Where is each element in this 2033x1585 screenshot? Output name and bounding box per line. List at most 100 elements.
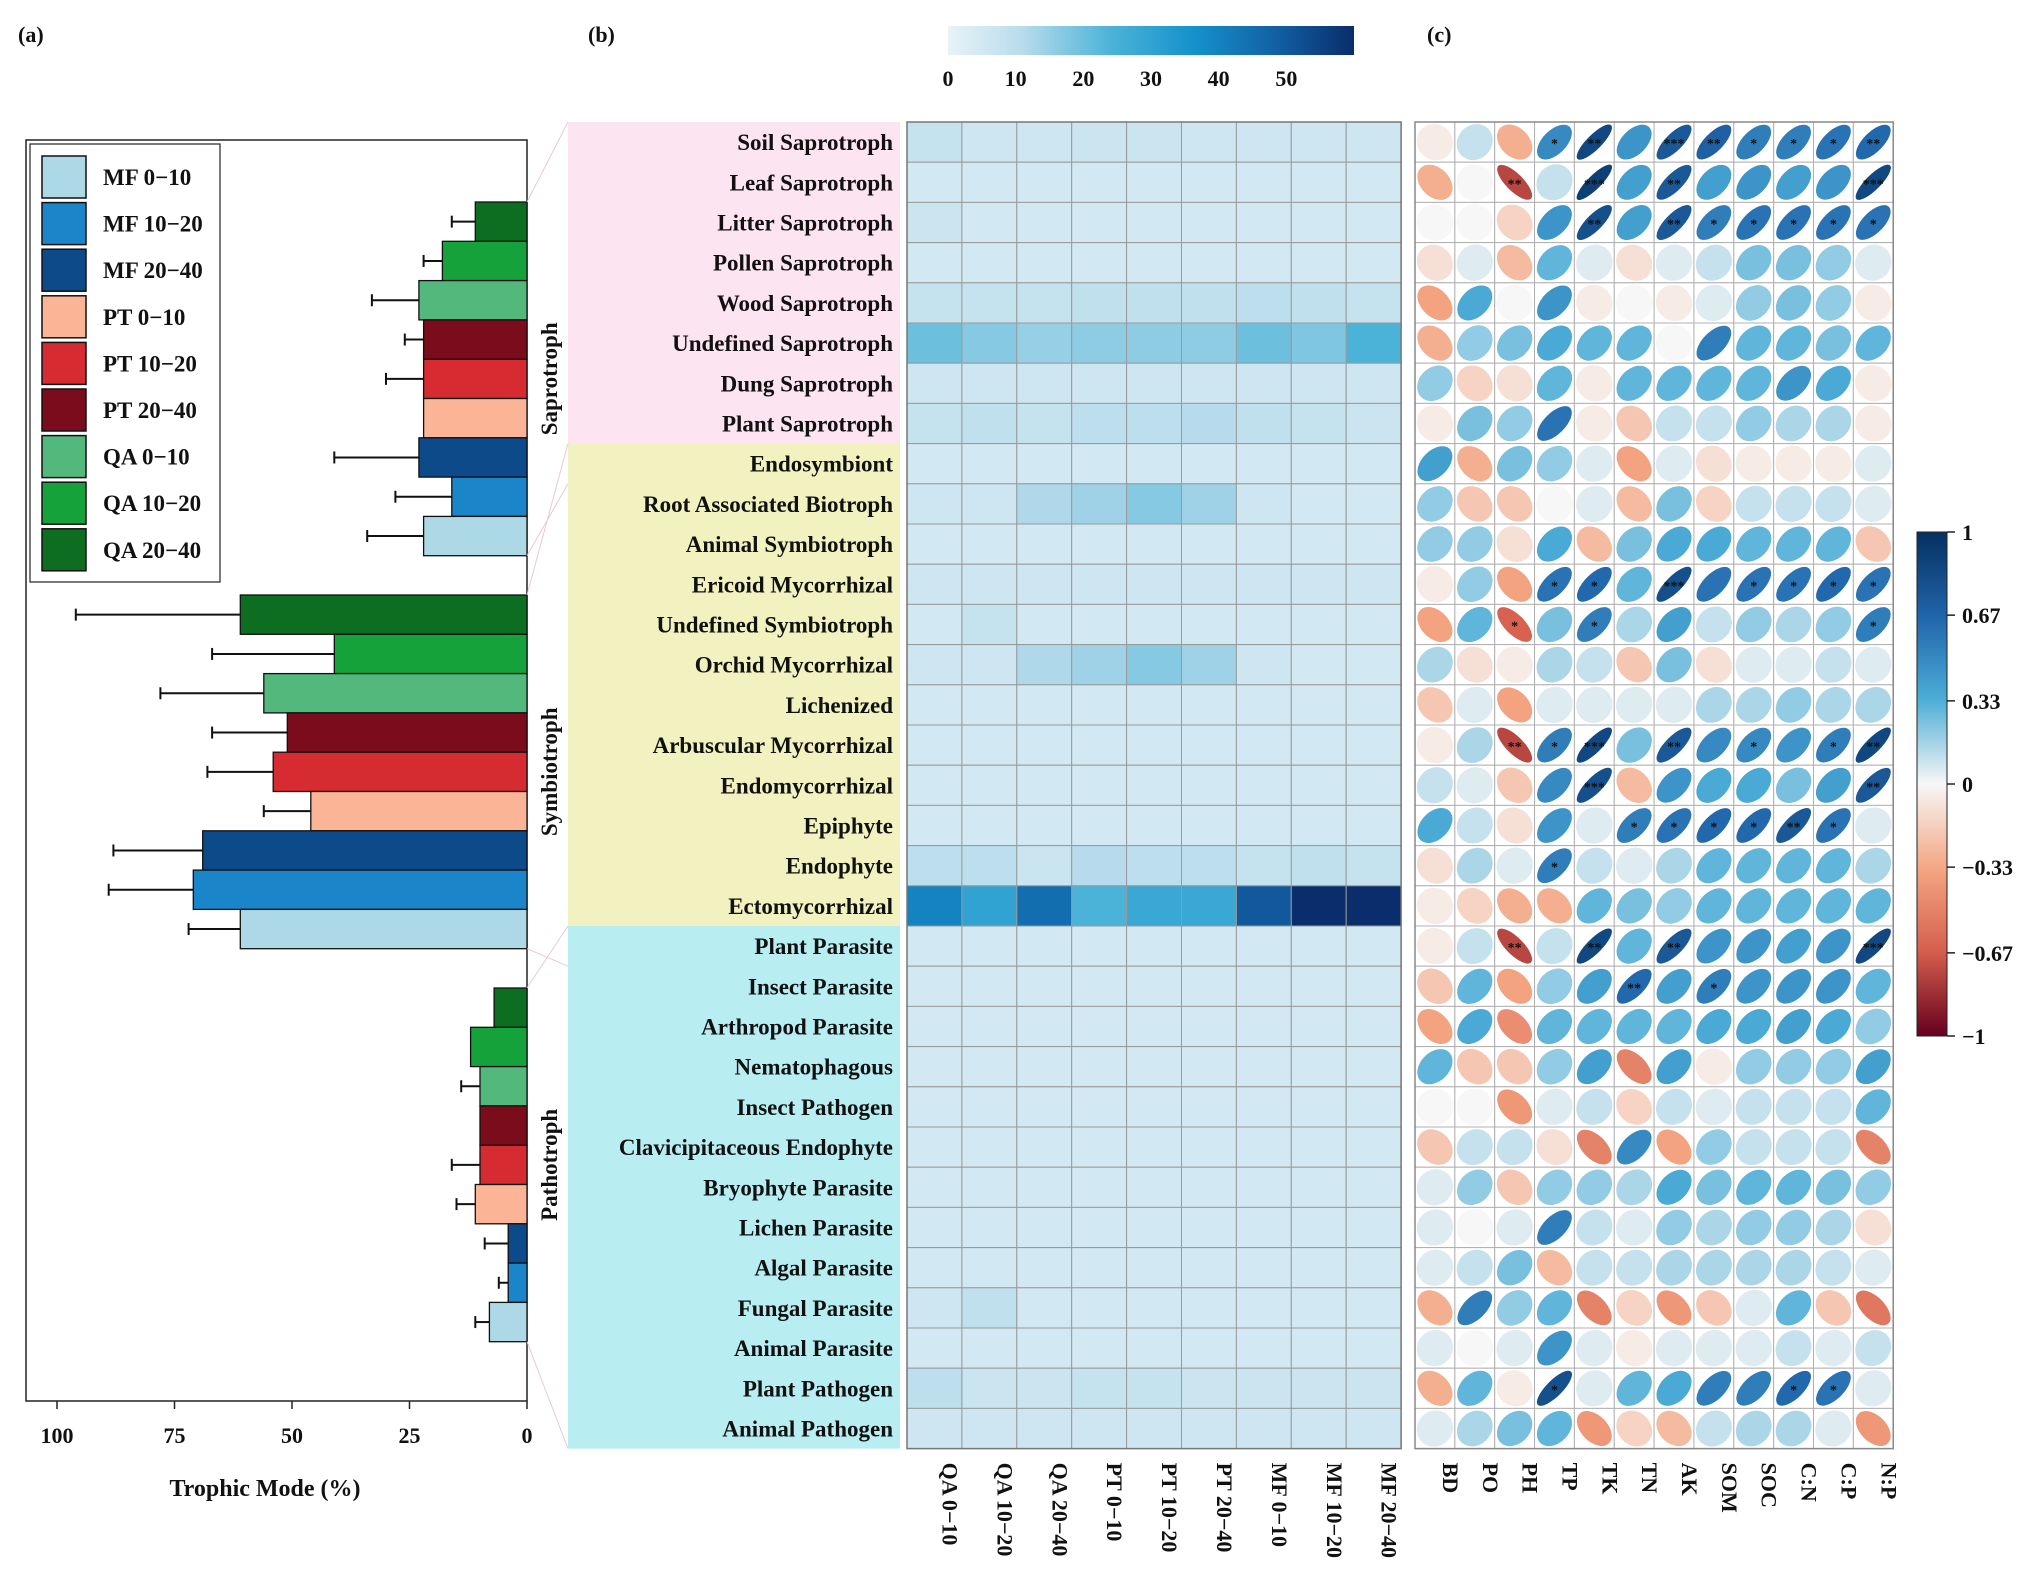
correlation-ellipse bbox=[1536, 485, 1573, 523]
correlation-ellipse bbox=[1537, 124, 1572, 160]
heatmap-cell bbox=[1181, 1407, 1237, 1450]
correlation-ellipse bbox=[1576, 686, 1613, 724]
bar bbox=[422, 319, 528, 360]
column-label: TN bbox=[1637, 1463, 1662, 1494]
correlation-ellipse bbox=[1496, 1370, 1533, 1407]
correlation-ellipse bbox=[1576, 1249, 1613, 1286]
heatmap-cell bbox=[1016, 121, 1073, 163]
heatmap-cell bbox=[1345, 724, 1402, 766]
significance-mark: * bbox=[1591, 579, 1598, 594]
heatmap-cell bbox=[961, 1287, 1018, 1329]
heatmap-cell bbox=[1290, 1046, 1347, 1088]
heatmap-cell bbox=[1016, 965, 1073, 1007]
heatmap-cell bbox=[906, 603, 963, 646]
correlation-ellipse bbox=[1855, 607, 1891, 642]
heatmap-cell bbox=[1071, 644, 1128, 686]
correlation-ellipse bbox=[1536, 164, 1573, 201]
bar bbox=[488, 1301, 528, 1343]
correlation-ellipse bbox=[1696, 1370, 1732, 1406]
correlation-ellipse bbox=[1536, 1129, 1573, 1166]
correlation-ellipse bbox=[1655, 405, 1693, 442]
correlation-ellipse bbox=[1815, 1129, 1852, 1166]
heatmap-cell bbox=[1126, 1046, 1182, 1088]
significance-mark: * bbox=[1790, 1383, 1797, 1398]
heatmap-cell bbox=[1071, 804, 1128, 847]
heatmap-cell bbox=[1345, 161, 1402, 203]
correlation-ellipse bbox=[1576, 445, 1613, 482]
panel-c-colorbar: 1 0.67 0.33 0 −0.33 −0.67 −1 bbox=[1916, 520, 2013, 1049]
correlation-ellipse bbox=[1656, 205, 1692, 240]
heatmap-cell bbox=[1016, 443, 1073, 485]
correlation-ellipse bbox=[1616, 1088, 1653, 1125]
heatmap-cell bbox=[1345, 1046, 1402, 1088]
correlation-ellipse bbox=[1416, 1249, 1454, 1286]
bar bbox=[507, 1223, 528, 1264]
heatmap-cell bbox=[1181, 1247, 1237, 1289]
row-label: Leaf Saprotroph bbox=[730, 170, 894, 195]
heatmap-cell bbox=[1181, 885, 1237, 927]
correlation-ellipse bbox=[1456, 1410, 1493, 1447]
heatmap-cell bbox=[1290, 201, 1347, 244]
correlation-ellipse bbox=[1496, 486, 1533, 522]
heatmap-cell bbox=[906, 322, 963, 364]
correlation-ellipse bbox=[1417, 968, 1453, 1005]
heatmap-cell bbox=[906, 563, 963, 605]
heatmap-cell bbox=[906, 1005, 963, 1048]
correlation-ellipse bbox=[1496, 204, 1533, 241]
heatmap-cell bbox=[1126, 1327, 1182, 1369]
correlation-ellipse bbox=[1775, 687, 1812, 723]
heatmap-cell bbox=[1235, 965, 1292, 1007]
column-label: PH bbox=[1518, 1463, 1543, 1494]
heatmap-cell bbox=[961, 161, 1018, 203]
correlation-ellipse bbox=[1815, 285, 1852, 321]
correlation-ellipse bbox=[1497, 566, 1533, 602]
heatmap-cell bbox=[961, 121, 1018, 163]
row-label: Dung Saprotroph bbox=[721, 371, 894, 396]
correlation-ellipse bbox=[1775, 1048, 1812, 1085]
heatmap-cell bbox=[961, 1005, 1018, 1048]
significance-mark: * bbox=[1870, 620, 1877, 635]
row-label: Pollen Saprotroph bbox=[713, 251, 893, 276]
correlation-ellipse bbox=[1536, 1250, 1573, 1286]
group-label: Symbiotroph bbox=[537, 707, 562, 836]
significance-mark: *** bbox=[1584, 177, 1605, 192]
correlation-ellipse bbox=[1456, 767, 1493, 804]
significance-mark: * bbox=[1830, 579, 1837, 594]
heatmap-cell bbox=[1290, 644, 1347, 686]
correlation-ellipse bbox=[1576, 646, 1613, 683]
correlation-ellipse bbox=[1456, 124, 1493, 161]
correlation-ellipse bbox=[1735, 445, 1772, 482]
correlation-ellipse bbox=[1696, 848, 1732, 884]
legend-label: MF 10−20 bbox=[103, 212, 203, 237]
correlation-ellipse bbox=[1735, 1048, 1772, 1085]
correlation-ellipse bbox=[1775, 1129, 1812, 1166]
correlation-ellipse bbox=[1656, 1209, 1692, 1246]
heatmap-cell bbox=[1071, 724, 1128, 766]
heatmap-cell bbox=[1345, 1086, 1402, 1128]
heatmap-cell bbox=[1016, 1247, 1073, 1289]
correlation-ellipse bbox=[1655, 324, 1693, 362]
correlation-ellipse bbox=[1775, 1330, 1812, 1367]
correlation-ellipse bbox=[1816, 124, 1851, 160]
correlation-ellipse bbox=[1855, 1049, 1891, 1085]
heatmap-cell bbox=[1181, 161, 1237, 203]
row-label: Lichen Parasite bbox=[739, 1216, 893, 1241]
heatmap-cell bbox=[1345, 242, 1402, 284]
correlation-ellipse bbox=[1417, 325, 1453, 361]
correlation-ellipse bbox=[1416, 927, 1454, 965]
heatmap-cell bbox=[1290, 121, 1347, 163]
panel-b-heatmap: Soil Saprotroph Leaf Saprotroph Litter Sap… bbox=[526, 26, 1402, 1558]
correlation-ellipse bbox=[1656, 808, 1692, 843]
significance-mark: * bbox=[1710, 821, 1717, 836]
correlation-ellipse bbox=[1616, 727, 1652, 763]
group-label: Saprotroph bbox=[537, 322, 562, 435]
correlation-ellipse bbox=[1735, 1209, 1772, 1246]
bar bbox=[451, 476, 528, 518]
correlation-ellipse bbox=[1616, 1289, 1653, 1326]
correlation-ellipse bbox=[1616, 124, 1652, 160]
heatmap-cell bbox=[1071, 1287, 1128, 1329]
heatmap-cell bbox=[1071, 121, 1128, 163]
correlation-ellipse bbox=[1616, 646, 1652, 683]
heatmap-cell bbox=[1016, 644, 1073, 686]
correlation-ellipse bbox=[1416, 887, 1454, 925]
